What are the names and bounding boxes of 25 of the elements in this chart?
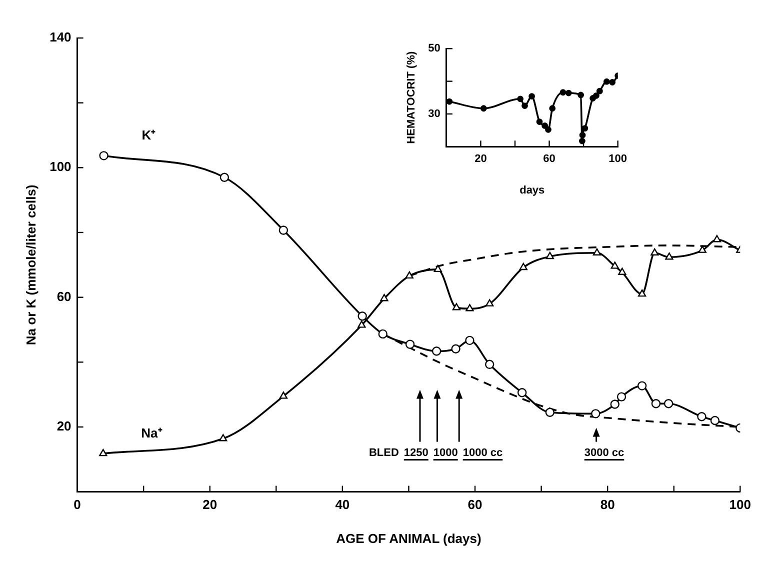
annotation: 3000 cc [584,446,624,459]
x-tick-label: 20 [474,153,487,166]
y-axis-title: HEMATOCRIT (%) [406,51,418,144]
y-tick-label: 60 [56,288,72,304]
x-tick-label: 100 [608,153,628,166]
y-tick-label: 50 [428,42,440,55]
y-axis-title: Na or K (mmole/liter cells) [23,184,38,346]
x-tick-label: 60 [543,153,556,166]
x-axis-title: AGE OF ANIMAL (days) [336,530,482,546]
x-axis-title: days [520,184,545,196]
series-label: K⁺ [142,128,156,143]
annotation: BLED [368,446,399,459]
x-tick-label: 20 [202,497,218,512]
x-tick-label: 40 [335,497,350,512]
x-tick-label: 80 [600,497,615,512]
series-label: Na⁺ [141,426,163,441]
y-tick-label: 140 [50,30,72,45]
annotation: 1000 cc [462,446,503,459]
x-tick-label: 0 [74,497,81,512]
y-tick-label: 20 [56,418,72,434]
x-tick-label: 60 [468,497,482,512]
annotation: 1000 [433,446,458,459]
annotation: 1250 [404,446,428,459]
x-tick-label: 100 [729,497,752,512]
y-tick-label: 30 [428,108,440,120]
